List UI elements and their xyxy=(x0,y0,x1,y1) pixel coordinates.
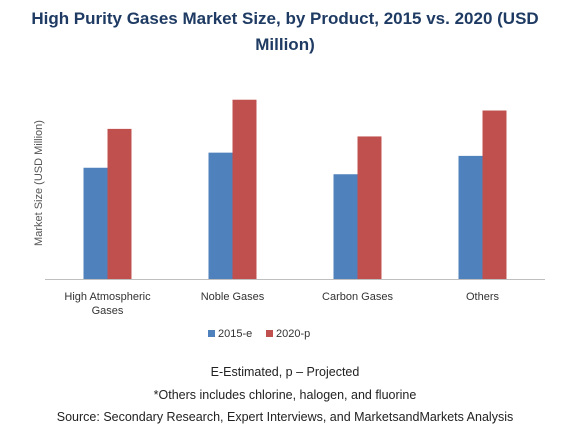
estimate-note: E-Estimated, p – Projected xyxy=(210,365,360,379)
legend-label-2020-p: 2020-p xyxy=(276,328,310,340)
y-axis-label: Market Size (USD Million) xyxy=(33,120,45,246)
others-note: *Others includes chlorine, halogen, and … xyxy=(153,388,417,402)
bar-2020-p-3 xyxy=(482,110,507,280)
category-label: High Atmospheric Gases xyxy=(64,291,151,317)
bar-2015-e-2 xyxy=(333,174,358,279)
bar-2020-p-1 xyxy=(232,99,257,279)
bar-2020-p-2 xyxy=(357,136,382,279)
bar-2015-e-3 xyxy=(458,155,483,279)
bar-2015-e-0 xyxy=(83,167,108,279)
plot-area: High Atmospheric Gases Noble Gases Carbon G… xyxy=(33,99,545,340)
category-label: Others xyxy=(466,291,500,303)
bar-2020-p-0 xyxy=(107,128,132,279)
legend-label-2015-e: 2015-e xyxy=(218,328,252,340)
category-label: Carbon Gases xyxy=(322,291,393,303)
chart-title: High Purity Gases Market Size, by Produc… xyxy=(31,9,539,54)
category-label: Noble Gases xyxy=(201,291,265,303)
legend-swatch-2015-e xyxy=(208,330,215,337)
legend-swatch-2020-p xyxy=(266,330,273,337)
bar-chart: High Atmospheric Gases Noble Gases Carbon G… xyxy=(33,99,545,340)
source-note: Source: Secondary Research, Expert Inter… xyxy=(56,410,514,424)
bar-2015-e-1 xyxy=(208,152,233,279)
